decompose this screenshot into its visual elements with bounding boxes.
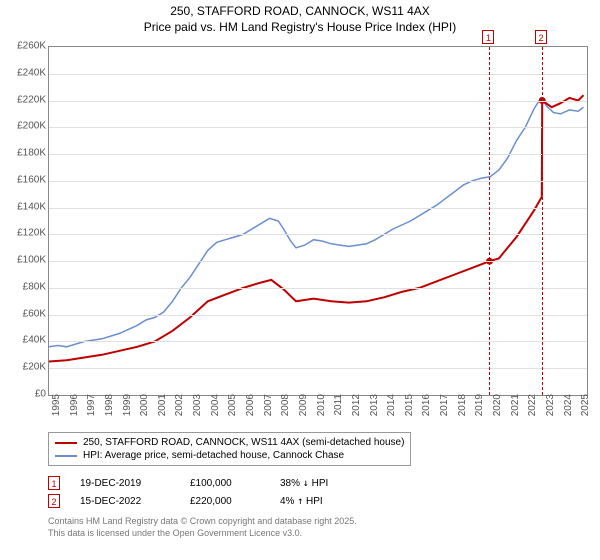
x-tick-label: 2005	[227, 394, 238, 424]
marker-row-id: 1	[48, 476, 60, 490]
y-tick-label: £200K	[6, 121, 46, 132]
x-tick-label: 2006	[245, 394, 256, 424]
x-tick-label: 1998	[104, 394, 115, 424]
x-tick-label: 2016	[421, 394, 432, 424]
x-tick-label: 1999	[122, 394, 133, 424]
y-tick-label: £120K	[6, 228, 46, 239]
x-tick-label: 2025	[580, 394, 591, 424]
y-tick-label: £80K	[6, 281, 46, 292]
marker-row-date: 19-DEC-2019	[80, 478, 170, 489]
x-tick-label: 1997	[86, 394, 97, 424]
marker-vline-1	[489, 47, 490, 395]
marker-row-date: 15-DEC-2022	[80, 496, 170, 507]
chart-area: £0 £20K £40K £60K £80K £100K £120K £140K £160K £1…	[6, 42, 594, 422]
y-tick-label: £60K	[6, 308, 46, 319]
legend-swatch-hpi	[55, 455, 77, 457]
title-line-1: 250, STAFFORD ROAD, CANNOCK, WS11 4AX	[0, 4, 600, 20]
x-tick-label: 2022	[527, 394, 538, 424]
x-tick-label: 2001	[157, 394, 168, 424]
x-tick-label: 2024	[563, 394, 574, 424]
y-tick-label: £40K	[6, 335, 46, 346]
price-paid-line	[49, 95, 584, 361]
x-tick-label: 2023	[545, 394, 556, 424]
legend-swatch-price	[55, 442, 77, 444]
x-tick-label: 2014	[386, 394, 397, 424]
marker-row-price: £100,000	[190, 478, 260, 489]
x-tick-label: 1995	[51, 394, 62, 424]
x-tick-label: 2017	[439, 394, 450, 424]
marker-flag-2: 2	[535, 30, 547, 44]
y-tick-label: £20K	[6, 362, 46, 373]
marker-flag-1: 1	[482, 30, 494, 44]
x-tick-label: 2013	[369, 394, 380, 424]
y-tick-label: £0	[6, 389, 46, 400]
x-tick-label: 2007	[263, 394, 274, 424]
gridline	[49, 127, 587, 128]
legend-row-price: 250, STAFFORD ROAD, CANNOCK, WS11 4AX (s…	[55, 436, 404, 449]
x-tick-label: 2000	[139, 394, 150, 424]
y-tick-label: £180K	[6, 148, 46, 159]
x-tick-label: 2010	[316, 394, 327, 424]
gridline	[49, 261, 587, 262]
x-tick-label: 2019	[474, 394, 485, 424]
marker-row-delta: 38% ↓ HPI	[280, 478, 370, 489]
gridline	[49, 234, 587, 235]
gridline	[49, 101, 587, 102]
y-tick-label: £260K	[6, 41, 46, 52]
x-tick-label: 2015	[404, 394, 415, 424]
marker-row-id: 2	[48, 494, 60, 508]
x-tick-label: 1996	[69, 394, 80, 424]
x-tick-label: 2020	[492, 394, 503, 424]
title-line-2: Price paid vs. HM Land Registry's House …	[0, 20, 600, 36]
x-tick-label: 2008	[280, 394, 291, 424]
marker-row-delta: 4% ↑ HPI	[280, 496, 370, 507]
gridline	[49, 208, 587, 209]
marker-row-1: 1 19-DEC-2019 £100,000 38% ↓ HPI	[48, 474, 370, 492]
marker-row-price: £220,000	[190, 496, 260, 507]
gridline	[49, 368, 587, 369]
gridline	[49, 181, 587, 182]
x-tick-label: 2012	[351, 394, 362, 424]
y-tick-label: £140K	[6, 201, 46, 212]
footer-line-1: Contains HM Land Registry data © Crown c…	[48, 516, 357, 528]
y-tick-label: £220K	[6, 94, 46, 105]
legend-row-hpi: HPI: Average price, semi-detached house,…	[55, 449, 404, 462]
x-tick-label: 2002	[174, 394, 185, 424]
footer-line-2: This data is licensed under the Open Gov…	[48, 528, 357, 540]
marker-row-2: 2 15-DEC-2022 £220,000 4% ↑ HPI	[48, 492, 370, 510]
x-tick-label: 2018	[457, 394, 468, 424]
marker-table: 1 19-DEC-2019 £100,000 38% ↓ HPI 2 15-DEC-202…	[48, 474, 370, 510]
x-tick-label: 2004	[210, 394, 221, 424]
legend-box: 250, STAFFORD ROAD, CANNOCK, WS11 4AX (s…	[48, 432, 411, 466]
x-tick-label: 2011	[333, 394, 344, 424]
chart-title-block: 250, STAFFORD ROAD, CANNOCK, WS11 4AX Pr…	[0, 0, 600, 35]
x-tick-label: 2021	[510, 394, 521, 424]
footer-text: Contains HM Land Registry data © Crown c…	[48, 516, 357, 539]
gridline	[49, 154, 587, 155]
hpi-line	[49, 98, 584, 347]
gridline	[49, 315, 587, 316]
chart-svg	[49, 47, 587, 395]
plot-area	[48, 46, 588, 396]
legend-label-price: 250, STAFFORD ROAD, CANNOCK, WS11 4AX (s…	[83, 437, 404, 448]
gridline	[49, 74, 587, 75]
gridline	[49, 341, 587, 342]
y-tick-label: £160K	[6, 174, 46, 185]
marker-vline-2	[542, 47, 543, 395]
legend-label-hpi: HPI: Average price, semi-detached house,…	[83, 450, 344, 461]
x-tick-label: 2009	[298, 394, 309, 424]
x-tick-label: 2003	[192, 394, 203, 424]
y-tick-label: £100K	[6, 255, 46, 266]
y-tick-label: £240K	[6, 67, 46, 78]
gridline	[49, 288, 587, 289]
